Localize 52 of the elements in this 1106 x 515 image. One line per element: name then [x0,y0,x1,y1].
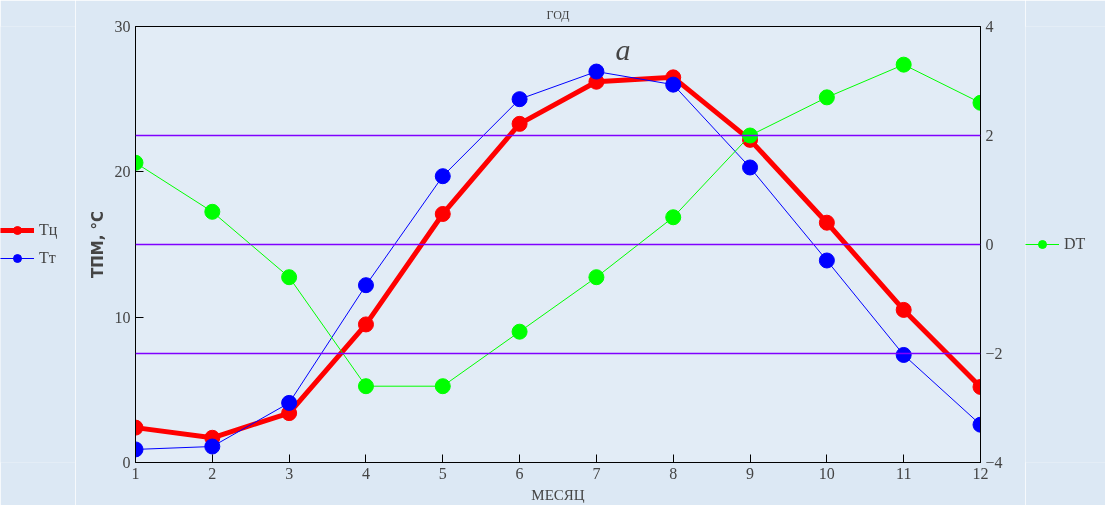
point [434,168,451,185]
y-tick-label: 20 [114,163,131,181]
y2-tick-label: 4 [985,18,994,35]
x-tick-label: 2 [208,464,217,482]
point [281,394,298,411]
point [742,127,759,144]
x-tick-label: 4 [361,464,370,482]
x-axis-title: МЕСЯЦ [531,486,585,503]
y-tick-label: 30 [114,18,131,35]
y-tick-label: 10 [114,308,131,326]
point [511,323,528,340]
point [357,277,374,294]
chart-title: ГОД [546,7,570,22]
point [357,316,374,333]
point [588,269,605,286]
point [204,438,221,455]
point [818,214,835,231]
point [434,378,451,395]
x-tick-label: 1 [131,464,140,482]
point [204,203,221,220]
x-tick-label: 6 [515,464,524,482]
legend-label: DT [1064,235,1086,253]
y-axis-title: ТПМ, °С [88,210,107,279]
point [588,63,605,80]
x-tick-label: 9 [746,464,755,482]
y2-tick-label: −2 [985,345,1003,362]
point [895,301,912,318]
point [281,269,298,286]
x-tick-label: 12 [972,464,989,482]
point [742,159,759,176]
y-tick-label: 0 [122,454,131,471]
point [895,56,912,73]
x-tick-label: 5 [438,464,447,482]
point [511,115,528,132]
x-tick-label: 8 [669,464,678,482]
point [818,89,835,106]
point [434,205,451,222]
y2-tick-label: 0 [985,236,994,253]
point [357,378,374,395]
legend-label: Тц [39,221,59,239]
point [511,91,528,108]
point [818,252,835,269]
point [895,346,912,363]
annotation: а [615,32,631,66]
point [665,76,682,93]
x-tick-label: 7 [592,464,601,482]
point [665,209,682,226]
x-tick-label: 10 [818,464,835,482]
x-tick-label: 11 [895,464,912,482]
y2-tick-label: 2 [985,127,994,144]
legend-label: Тт [39,249,57,267]
x-tick-label: 3 [285,464,294,482]
